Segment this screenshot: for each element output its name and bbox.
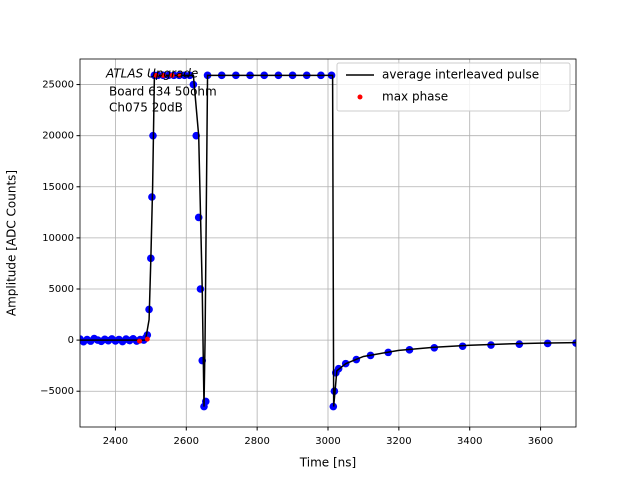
y-tick-label: 5000: [49, 284, 74, 295]
point: [189, 80, 198, 89]
plot-area: [80, 59, 576, 427]
point: [144, 336, 150, 342]
point: [196, 285, 205, 293]
line: [80, 74, 576, 407]
x-axis-label: Time [ns]: [299, 456, 356, 470]
y-tick-label: 0: [68, 335, 74, 346]
x-tick-label: 2800: [244, 436, 269, 447]
y-tick-label: 25000: [42, 80, 74, 91]
x-tick-label: 2600: [174, 436, 199, 447]
legend: average interleaved pulse max phase: [336, 62, 571, 112]
annotation: Ch075 20dB: [109, 101, 183, 115]
point: [160, 72, 166, 78]
y-tick-label: −5000: [40, 386, 74, 397]
legend-box: [336, 62, 571, 112]
legend-swatch: [357, 94, 363, 100]
point: [137, 338, 143, 344]
y-tick-label: 20000: [42, 131, 74, 142]
legend-label: average interleaved pulse: [382, 68, 539, 82]
y-axis-label: Amplitude [ADC Counts]: [5, 170, 19, 316]
point: [201, 397, 210, 406]
legend-label: max phase: [382, 90, 448, 104]
y-tick-label: 10000: [42, 233, 74, 244]
point: [169, 72, 175, 78]
y-tick-label: 15000: [42, 182, 74, 193]
annotation: ATLAS Upgrade: [105, 67, 198, 81]
x-tick-label: 3400: [457, 436, 482, 447]
series-layer: [80, 71, 576, 411]
x-tick-label: 3000: [315, 436, 340, 447]
x-tick-label: 2400: [103, 436, 128, 447]
x-tick-label: 3200: [386, 436, 411, 447]
x-tick-label: 3600: [528, 436, 553, 447]
point: [153, 72, 159, 78]
point: [176, 72, 182, 78]
annotation: Board 634 50ohm: [109, 85, 217, 99]
